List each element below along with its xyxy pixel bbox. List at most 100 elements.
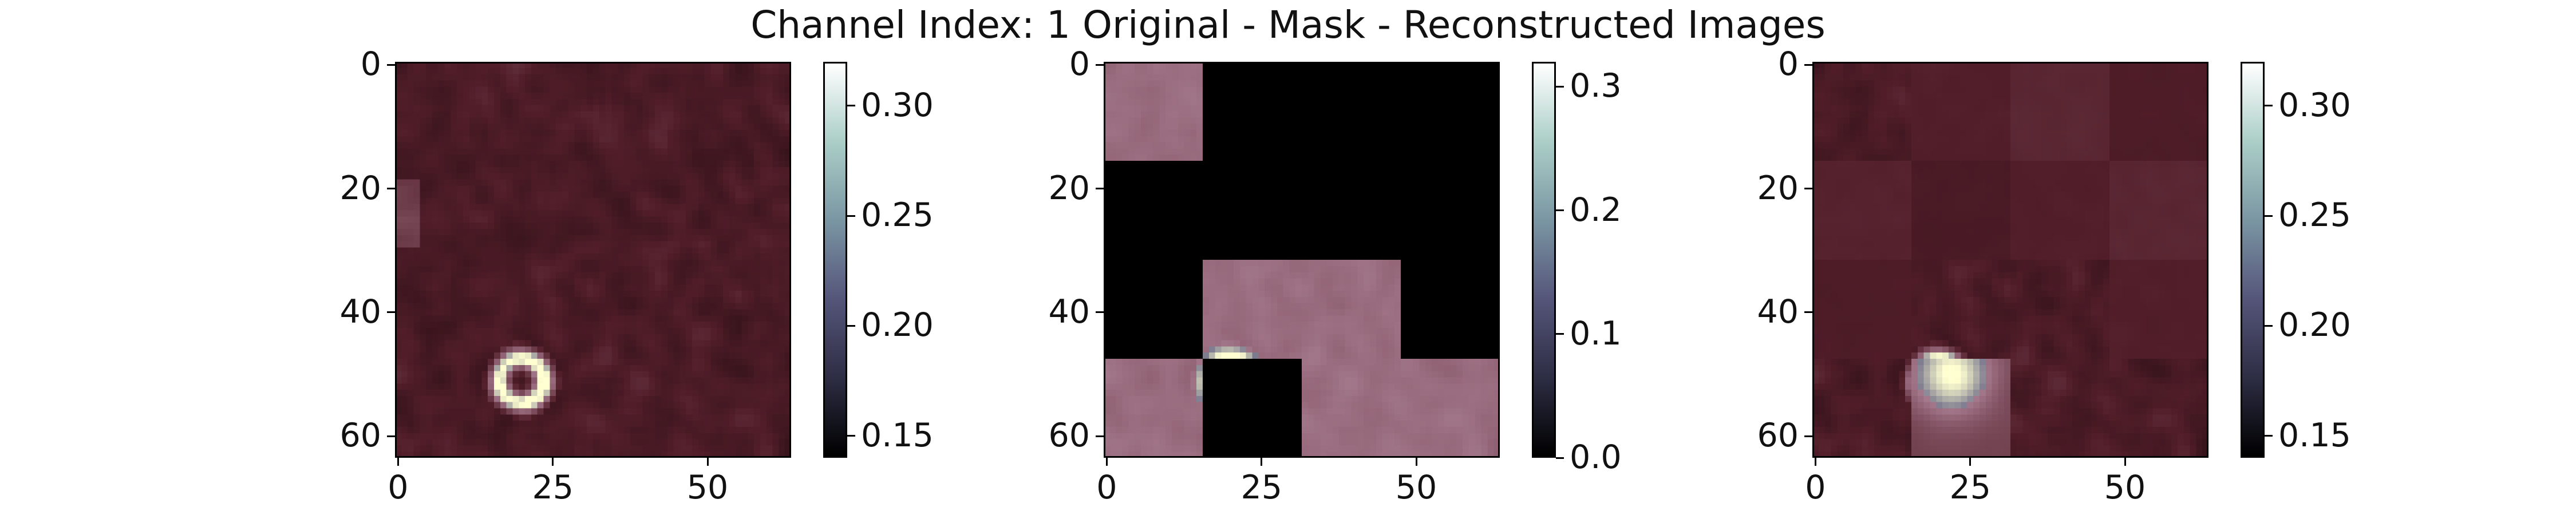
heatmap-cell — [426, 377, 433, 384]
heatmap-cell — [531, 98, 538, 106]
heatmap-cell — [704, 98, 712, 106]
heatmap-cell — [401, 451, 408, 458]
heatmap-cell — [457, 266, 464, 273]
heatmap-cell — [407, 395, 414, 403]
heatmap-cell — [488, 291, 495, 298]
heatmap-cell — [420, 117, 426, 124]
heatmap-cell — [1289, 124, 1296, 130]
heatmap-cell — [494, 352, 501, 359]
heatmap-cell — [723, 129, 730, 137]
heatmap-cell — [729, 223, 736, 229]
heatmap-cell — [500, 68, 507, 75]
heatmap-cell — [1475, 62, 1482, 69]
heatmap-cell — [550, 117, 556, 124]
heatmap-cell — [611, 334, 618, 341]
heatmap-cell — [475, 284, 482, 291]
heatmap-cell — [735, 334, 742, 341]
heatmap-cell — [1153, 68, 1160, 75]
heatmap-cell — [500, 154, 507, 161]
heatmap-cell — [1221, 80, 1228, 87]
heatmap-cell — [481, 216, 488, 223]
heatmap-cell — [1265, 80, 1271, 87]
heatmap-cell — [1270, 136, 1278, 143]
heatmap-cell — [1140, 105, 1148, 112]
heatmap-cell — [704, 408, 712, 415]
heatmap-cell — [766, 117, 773, 124]
heatmap-cell — [1357, 74, 1364, 81]
heatmap-cell — [1357, 86, 1364, 93]
heatmap-cell — [760, 322, 767, 328]
heatmap-cell — [611, 315, 618, 322]
heatmap-cell — [661, 111, 668, 118]
heatmap-cell — [679, 105, 686, 112]
heatmap-cell — [766, 421, 773, 427]
heatmap-cell — [673, 334, 680, 341]
heatmap-cell — [698, 216, 705, 223]
heatmap-cell — [543, 98, 550, 106]
heatmap-cell — [463, 98, 470, 106]
heatmap-cell — [679, 414, 686, 421]
heatmap-cell — [772, 383, 779, 390]
heatmap-cell — [537, 421, 544, 427]
heatmap-cell — [1475, 80, 1482, 87]
heatmap-cell — [506, 272, 513, 279]
heatmap-cell — [438, 371, 445, 378]
heatmap-cell — [1208, 105, 1216, 112]
heatmap-cell — [1234, 136, 1240, 143]
heatmap-cell — [457, 68, 464, 75]
heatmap-cell — [649, 451, 655, 458]
heatmap-cell — [525, 451, 532, 458]
heatmap-cell — [649, 74, 655, 81]
heatmap-cell — [463, 161, 470, 168]
heatmap-cell — [704, 74, 712, 81]
heatmap-cell — [500, 86, 507, 93]
heatmap-cell — [636, 371, 643, 378]
heatmap-cell — [1159, 68, 1166, 75]
heatmap-cell — [556, 260, 563, 267]
heatmap-cell — [488, 352, 495, 359]
heatmap-cell — [568, 124, 575, 130]
heatmap-cell — [438, 204, 445, 211]
heatmap-cell — [413, 340, 420, 347]
heatmap-cell — [655, 327, 662, 335]
heatmap-cell — [723, 266, 730, 273]
heatmap-cell — [420, 390, 426, 397]
heatmap-cell — [692, 142, 699, 149]
heatmap-cell — [754, 74, 761, 81]
heatmap-cell — [506, 124, 513, 130]
heatmap-cell — [679, 68, 686, 75]
heatmap-cell — [723, 284, 730, 291]
heatmap-cell — [1456, 124, 1463, 130]
heatmap-cell — [785, 185, 791, 192]
heatmap-cell — [512, 334, 519, 341]
heatmap-cell — [1487, 124, 1494, 130]
heatmap-cell — [580, 260, 587, 267]
heatmap-cell — [760, 111, 767, 118]
heatmap-cell — [457, 197, 464, 205]
heatmap-cell — [605, 192, 613, 199]
heatmap-cell — [543, 204, 550, 211]
heatmap-cell — [760, 235, 767, 242]
heatmap-cell — [593, 105, 600, 112]
heatmap-cell — [618, 439, 625, 446]
heatmap-cell — [636, 253, 643, 260]
heatmap-cell — [599, 260, 606, 267]
heatmap-cell — [531, 173, 538, 180]
heatmap-cell — [605, 129, 613, 137]
heatmap-cell — [772, 80, 779, 87]
heatmap-cell — [543, 124, 550, 130]
heatmap-cell — [500, 371, 507, 378]
heatmap-cell — [667, 414, 674, 421]
heatmap-cell — [686, 260, 693, 267]
heatmap-cell — [556, 296, 563, 304]
heatmap-cell — [679, 86, 686, 93]
heatmap-cell — [779, 327, 785, 335]
heatmap-cell — [420, 352, 426, 359]
heatmap-cell — [661, 142, 668, 149]
heatmap-cell — [1468, 117, 1476, 124]
heatmap-cell — [407, 266, 414, 273]
heatmap-cell — [420, 377, 426, 384]
heatmap-cell — [469, 117, 476, 124]
heatmap-cell — [686, 390, 693, 397]
heatmap-cell — [543, 414, 550, 421]
